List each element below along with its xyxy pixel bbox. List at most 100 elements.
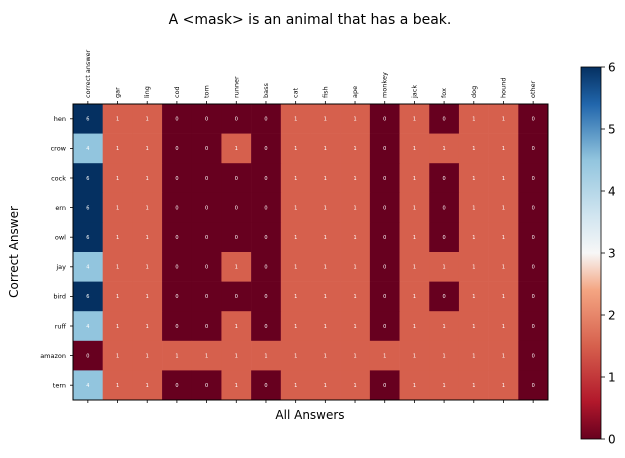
cell-value-label: 1 <box>353 146 356 152</box>
heatmap-cell <box>429 252 460 282</box>
cell-value-label: 0 <box>383 205 386 211</box>
cell-value-label: 1 <box>294 353 297 359</box>
heatmap-cell <box>73 133 103 164</box>
cell-value-label: 0 <box>264 383 267 389</box>
heatmap-cell <box>340 340 371 371</box>
cell-value-label: 1 <box>502 294 505 300</box>
heatmap-cell <box>221 281 252 312</box>
heatmap-cell <box>340 104 371 134</box>
heatmap-cell <box>310 311 341 342</box>
heatmap-cell <box>369 192 400 223</box>
cell-value-label: 1 <box>472 265 475 271</box>
cell-value-label: 0 <box>205 294 208 300</box>
heatmap-cell <box>340 133 371 164</box>
heatmap-cell <box>251 340 282 371</box>
cell-value-label: 1 <box>443 265 446 271</box>
cell-value-label: 0 <box>264 235 267 241</box>
heatmap-cell <box>221 192 252 223</box>
heatmap-cell <box>191 104 222 134</box>
cell-value-label: 1 <box>146 176 149 182</box>
heatmap-cell <box>488 133 519 164</box>
heatmap-cell <box>191 340 222 371</box>
cell-value-label: 1 <box>413 324 416 330</box>
colorbar-tick-label: 2 <box>608 309 616 323</box>
colorbar-tick-label: 6 <box>608 61 616 75</box>
cell-value-label: 0 <box>235 176 238 182</box>
cell-value-label: 1 <box>443 324 446 330</box>
cell-value-label: 0 <box>235 205 238 211</box>
heatmap-cell <box>369 370 400 401</box>
cell-value-label: 0 <box>532 383 535 389</box>
cell-value-label: 0 <box>383 146 386 152</box>
cell-value-label: 0 <box>443 117 446 123</box>
x-tick-label: correct answer <box>84 49 92 98</box>
heatmap-cell <box>162 281 193 312</box>
heatmap-cell <box>162 311 193 342</box>
heatmap-cell <box>488 281 519 312</box>
heatmap-cell <box>221 222 252 253</box>
heatmap-cell <box>369 311 400 342</box>
plot-frame <box>72 103 549 401</box>
colorbar-tick-label: 5 <box>608 123 616 137</box>
cell-value-label: 0 <box>175 205 178 211</box>
heatmap-cell <box>518 192 549 223</box>
heatmap-cell <box>251 252 282 282</box>
cell-value-label: 1 <box>443 383 446 389</box>
heatmap-cell <box>251 104 282 134</box>
cell-value-label: 1 <box>324 235 327 241</box>
cell-value-label: 1 <box>294 205 297 211</box>
cell-value-label: 1 <box>294 294 297 300</box>
y-tick-label: ern <box>55 204 66 212</box>
y-tick-label: owl <box>55 234 66 242</box>
cell-value-label: 1 <box>472 383 475 389</box>
x-tick-label: other <box>529 80 537 98</box>
x-tick-label: cod <box>173 86 181 98</box>
cell-value-label: 0 <box>443 294 446 300</box>
cell-value-label: 1 <box>146 235 149 241</box>
cell-value-label: 1 <box>235 324 238 330</box>
cell-value-label: 0 <box>383 265 386 271</box>
heatmap-cell <box>399 340 430 371</box>
cell-value-label: 0 <box>264 205 267 211</box>
cell-value-label: 1 <box>502 324 505 330</box>
heatmap-cell <box>191 222 222 253</box>
cell-value-label: 0 <box>205 205 208 211</box>
heatmap-cell <box>191 370 222 401</box>
cell-value-label: 1 <box>413 294 416 300</box>
heatmap-cell <box>310 192 341 223</box>
x-tick-label: gar <box>114 87 122 98</box>
cell-value-label: 1 <box>116 117 119 123</box>
heatmap-cell <box>488 252 519 282</box>
cell-value-label: 1 <box>472 235 475 241</box>
heatmap-cell <box>132 163 163 194</box>
y-tick-label: crow <box>51 145 67 153</box>
cell-value-label: 1 <box>502 117 505 123</box>
heatmap-cell <box>369 163 400 194</box>
chart-title: A <mask> is an animal that has a beak. <box>169 12 452 28</box>
heatmap-cell <box>429 370 460 401</box>
heatmap-cell <box>458 281 489 312</box>
heatmap-cell <box>251 311 282 342</box>
heatmap-cell <box>102 163 133 194</box>
cell-value-label: 0 <box>235 294 238 300</box>
cell-value-label: 1 <box>294 176 297 182</box>
colorbar-tick-label: 0 <box>608 433 616 447</box>
x-tick-label: ling <box>143 86 151 98</box>
heatmap-cell <box>340 192 371 223</box>
heatmap-cell <box>73 311 103 342</box>
y-tick-label: jay <box>55 263 66 271</box>
heatmap-cell <box>280 281 311 312</box>
heatmap-cell <box>488 340 519 371</box>
cell-value-label: 0 <box>532 265 535 271</box>
cell-value-label: 0 <box>175 146 178 152</box>
cell-value-label: 0 <box>443 176 446 182</box>
y-tick-label: tern <box>53 382 66 390</box>
x-tick-label: fox <box>440 88 448 98</box>
x-axis-ticks: correct answer gar ling cod tom runner bass cat… <box>84 49 537 403</box>
heatmap-cell <box>429 192 460 223</box>
cell-value-label: 6 <box>86 205 89 211</box>
cell-value-label: 1 <box>472 146 475 152</box>
heatmap-cell <box>340 222 371 253</box>
heatmap-cell <box>399 252 430 282</box>
cell-value-label: 0 <box>86 353 89 359</box>
